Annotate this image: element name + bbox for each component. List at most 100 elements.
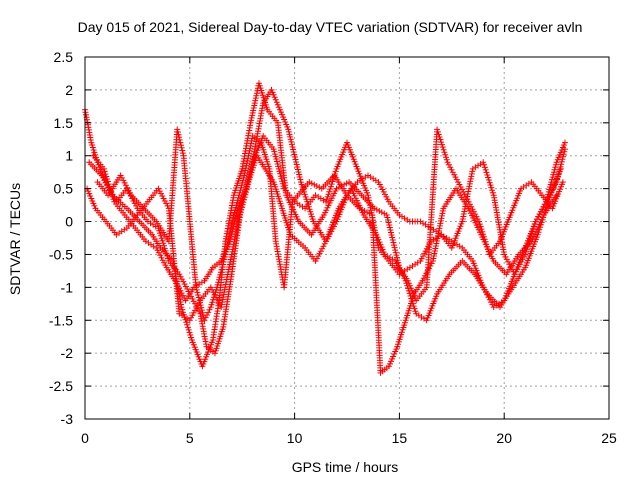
series-track-1 [82, 106, 568, 357]
data-point [126, 207, 128, 210]
data-point [555, 194, 558, 197]
data-point [503, 253, 506, 256]
data-point [124, 214, 126, 216]
data-point [325, 201, 327, 203]
data-point [480, 233, 482, 236]
data-point [559, 168, 562, 170]
data-point [398, 214, 401, 216]
data-point [377, 181, 380, 183]
data-point [220, 306, 223, 308]
data-point [564, 141, 566, 144]
data-point [205, 345, 208, 348]
data-point [492, 194, 495, 197]
data-point [432, 260, 434, 262]
data-point [396, 345, 399, 348]
data-point [543, 214, 545, 216]
data-point [274, 240, 277, 243]
data-point [534, 220, 537, 223]
data-point [358, 207, 361, 210]
data-point [346, 141, 348, 144]
data-point [404, 279, 407, 282]
data-point [277, 122, 279, 124]
data-point [113, 201, 116, 203]
data-point [241, 168, 243, 170]
data-point [195, 286, 197, 289]
data-point [283, 187, 285, 190]
data-point [224, 253, 227, 256]
data-point [323, 214, 325, 216]
data-point [119, 174, 122, 177]
data-point [471, 260, 474, 262]
data-point [551, 207, 554, 210]
data-point [555, 161, 558, 164]
y-tick-label: -1.5 [49, 312, 73, 328]
data-point [492, 260, 495, 262]
data-point [350, 187, 352, 190]
data-point [88, 161, 90, 164]
data-point [178, 273, 181, 276]
data-point [285, 194, 288, 197]
data-point [474, 273, 476, 276]
data-point [147, 220, 149, 223]
data-point [461, 220, 464, 223]
data-point [362, 214, 365, 216]
data-point [530, 240, 533, 243]
data-point [409, 220, 411, 223]
data-point [511, 286, 514, 289]
data-point [222, 326, 225, 328]
data-point [367, 174, 369, 177]
data-point [499, 306, 501, 308]
data-point [96, 181, 99, 183]
data-point [178, 312, 181, 315]
data-point [272, 148, 275, 150]
data-point [356, 168, 359, 170]
data-point [159, 247, 162, 249]
data-point [478, 220, 480, 223]
data-point [455, 187, 457, 190]
data-point [415, 312, 417, 315]
data-point [440, 233, 443, 236]
data-point [304, 207, 306, 210]
data-point [184, 299, 187, 302]
data-point [155, 220, 158, 223]
data-point [367, 194, 369, 197]
data-point [168, 260, 170, 262]
data-point [136, 207, 139, 210]
data-point [448, 273, 451, 276]
data-point [337, 207, 340, 210]
data-point [549, 194, 552, 197]
data-point [461, 247, 464, 249]
data-point [209, 306, 212, 308]
data-point [404, 319, 407, 322]
data-point [467, 201, 470, 203]
data-point [144, 240, 147, 243]
data-point [300, 181, 302, 183]
data-point [92, 154, 95, 157]
data-point [253, 148, 256, 150]
data-point [335, 168, 338, 170]
data-point [262, 135, 264, 137]
data-point [270, 89, 273, 91]
data-point [130, 194, 132, 197]
y-tick-label: 0.5 [54, 181, 74, 197]
data-point [103, 168, 105, 170]
data-point [524, 266, 526, 269]
data-point [249, 122, 252, 124]
data-point [421, 279, 424, 282]
data-point [530, 181, 533, 183]
data-point [388, 365, 390, 368]
data-point [312, 220, 315, 223]
data-point [264, 168, 267, 170]
data-point [230, 273, 233, 276]
data-point [383, 253, 386, 256]
data-point [281, 207, 283, 210]
x-tick-label: 15 [392, 430, 408, 446]
data-point [314, 260, 317, 262]
data-point [105, 220, 107, 223]
data-point [446, 161, 449, 164]
data-point [126, 227, 128, 229]
data-point [245, 187, 248, 190]
data-point [176, 128, 179, 131]
data-point [325, 240, 327, 243]
data-point [413, 293, 415, 295]
